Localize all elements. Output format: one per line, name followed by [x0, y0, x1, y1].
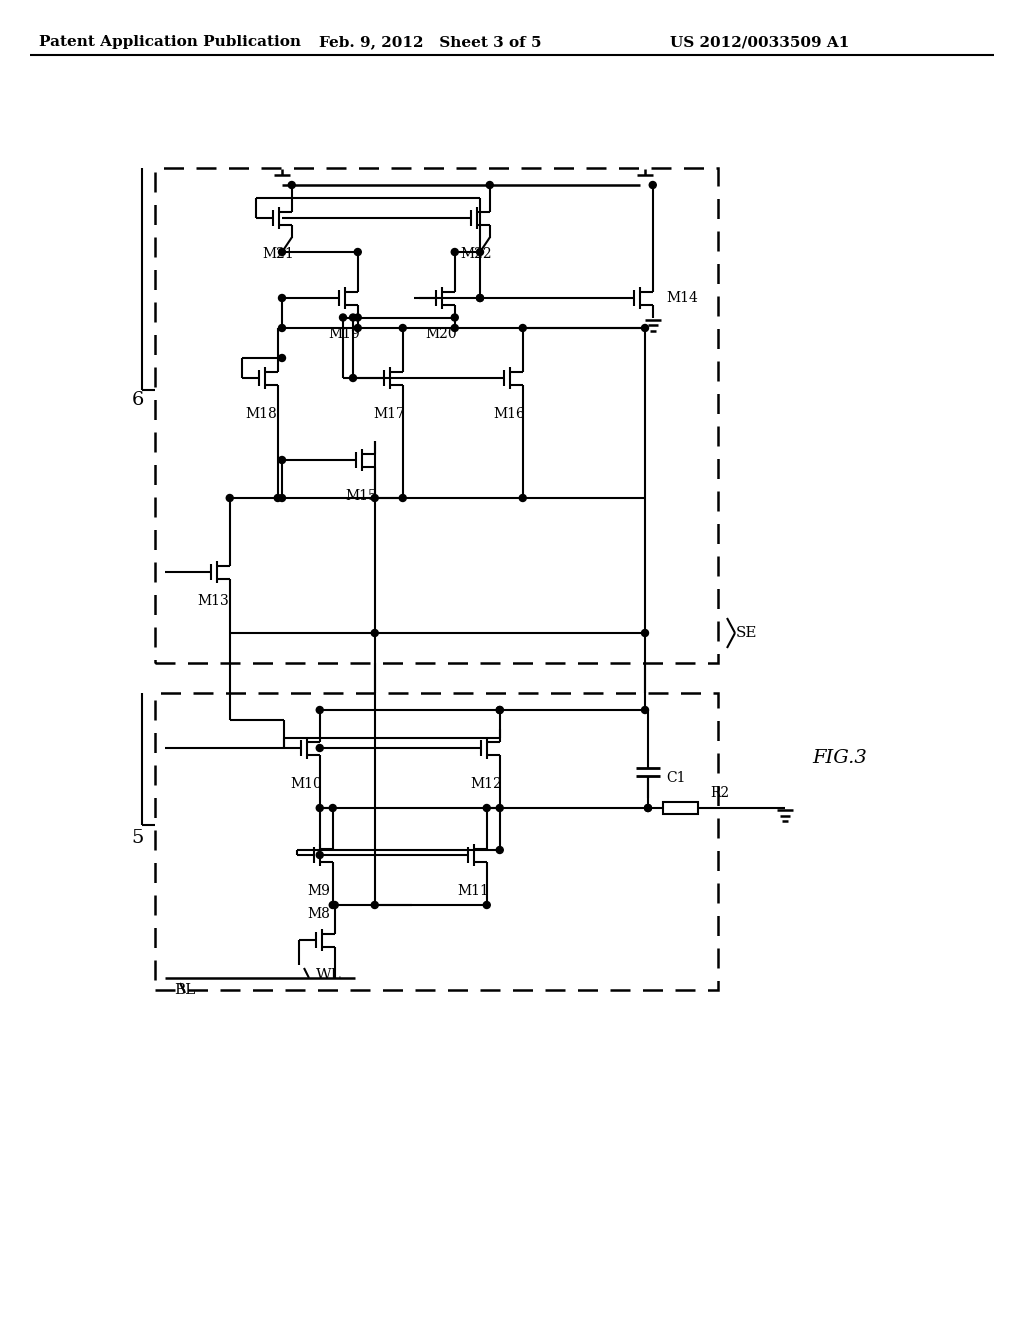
Circle shape	[399, 325, 407, 331]
Text: M16: M16	[494, 408, 525, 421]
Text: M21: M21	[262, 247, 294, 261]
Circle shape	[279, 457, 286, 463]
Circle shape	[372, 495, 378, 502]
Circle shape	[354, 314, 361, 321]
Circle shape	[452, 248, 459, 256]
Circle shape	[330, 804, 336, 812]
Text: 6: 6	[132, 391, 144, 409]
Circle shape	[399, 495, 407, 502]
Circle shape	[644, 804, 651, 812]
Text: Patent Application Publication: Patent Application Publication	[39, 36, 301, 49]
Circle shape	[316, 706, 324, 714]
Circle shape	[279, 294, 286, 301]
Circle shape	[483, 804, 490, 812]
Circle shape	[483, 902, 490, 908]
Circle shape	[476, 294, 483, 301]
Text: R2: R2	[711, 785, 729, 800]
Bar	[663, 803, 698, 814]
Circle shape	[641, 325, 648, 331]
Circle shape	[279, 248, 286, 256]
Text: 5: 5	[132, 829, 144, 847]
Text: M12: M12	[470, 777, 502, 792]
Circle shape	[316, 851, 324, 858]
Circle shape	[452, 325, 459, 331]
Circle shape	[279, 495, 286, 502]
Circle shape	[641, 706, 648, 714]
Circle shape	[274, 495, 282, 502]
Circle shape	[497, 706, 503, 714]
Circle shape	[349, 375, 356, 381]
Circle shape	[644, 804, 651, 812]
Circle shape	[349, 314, 356, 321]
Circle shape	[316, 744, 324, 751]
Text: US 2012/0033509 A1: US 2012/0033509 A1	[671, 36, 850, 49]
Bar	[155, 693, 718, 990]
Circle shape	[340, 314, 346, 321]
Text: M17: M17	[373, 408, 406, 421]
Text: M8: M8	[307, 907, 330, 921]
Circle shape	[649, 181, 656, 189]
Text: FIG.3: FIG.3	[813, 748, 867, 767]
Text: M15: M15	[345, 490, 377, 503]
Circle shape	[497, 846, 503, 854]
Circle shape	[476, 248, 483, 256]
Circle shape	[641, 630, 648, 636]
Text: M14: M14	[667, 290, 698, 305]
Text: BL: BL	[174, 983, 196, 997]
Text: M11: M11	[457, 884, 489, 899]
Text: M19: M19	[329, 327, 360, 342]
Circle shape	[372, 902, 378, 908]
Circle shape	[279, 325, 286, 331]
Text: C1: C1	[666, 771, 685, 785]
Text: WL: WL	[316, 968, 342, 982]
Circle shape	[497, 706, 503, 714]
Text: M9: M9	[307, 884, 331, 899]
Text: M22: M22	[460, 247, 492, 261]
Circle shape	[288, 181, 295, 189]
Circle shape	[497, 804, 503, 812]
Text: M18: M18	[246, 408, 278, 421]
Circle shape	[519, 325, 526, 331]
Text: M20: M20	[425, 327, 457, 342]
Circle shape	[354, 248, 361, 256]
Text: M13: M13	[198, 594, 229, 607]
Circle shape	[519, 495, 526, 502]
Circle shape	[330, 902, 336, 908]
Circle shape	[226, 495, 233, 502]
Circle shape	[476, 294, 483, 301]
Bar	[155, 168, 718, 663]
Circle shape	[372, 630, 378, 636]
Circle shape	[279, 355, 286, 362]
Circle shape	[331, 902, 338, 908]
Circle shape	[452, 314, 459, 321]
Circle shape	[354, 325, 361, 331]
Circle shape	[316, 804, 324, 812]
Text: M10: M10	[290, 777, 322, 792]
Text: SE: SE	[736, 626, 758, 640]
Circle shape	[486, 181, 494, 189]
Text: Feb. 9, 2012   Sheet 3 of 5: Feb. 9, 2012 Sheet 3 of 5	[318, 36, 542, 49]
